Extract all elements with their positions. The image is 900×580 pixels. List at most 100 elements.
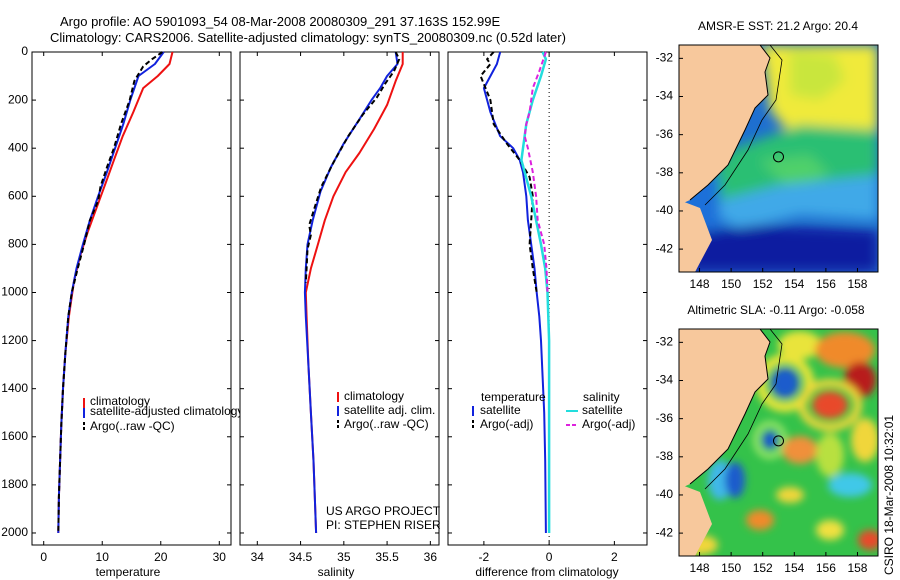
salinity-panel: 34 34.5 35 35.5 36 salinity climatology sate… (239, 51, 441, 579)
legend-label-sal-argo: Argo(-adj) (582, 417, 635, 431)
x-tick-label: 2 (611, 550, 618, 564)
x-tick-label: 35 (337, 550, 351, 564)
map-x-tick-label: 152 (753, 277, 773, 291)
sst-bathymetry-contour (704, 45, 783, 206)
temperature-xlabel: temperature (96, 565, 161, 579)
map-y-tick-label: -34 (656, 89, 674, 103)
legend-label-satellite: satellite adj. clim. (344, 403, 435, 417)
map-x-tick-label: 154 (784, 561, 804, 575)
sla-map-frame (678, 328, 879, 557)
y-tick-label: 2000 (1, 525, 28, 539)
legend-label-argo: Argo(..raw -QC) (344, 417, 429, 431)
map-y-tick-label: -32 (656, 335, 674, 349)
sst-land-mainland (679, 45, 770, 205)
sla-field (679, 329, 878, 556)
x-tick-label: 30 (213, 550, 227, 564)
figure-title-line1: Argo profile: AO 5901093_54 08-Mar-2008 … (60, 14, 501, 29)
sla-land-tasmania (679, 484, 712, 556)
series-line-satellite-adj-clim- (303, 51, 399, 534)
salinity-legend: climatology satellite adj. clim. Argo(..… (337, 389, 435, 431)
sla-map-title: Altimetric SLA: -0.11 Argo: -0.058 (687, 303, 865, 317)
map-x-tick-label: 152 (753, 561, 773, 575)
temperature-plot-area: 0 10 20 30 0 200 400 600 800 1000 1200 1400 1600 1800… (1, 44, 231, 564)
salinity-plot-area: 34 34.5 35 35.5 36 (240, 51, 439, 564)
map-y-tick-label: -32 (656, 51, 674, 65)
difference-panel: -2 0 2 difference from climatology tempera… (447, 51, 648, 579)
x-tick-label: 34 (251, 550, 265, 564)
map-y-tick-label: -42 (656, 241, 674, 255)
series-line-temperature-argo-adj- (479, 51, 538, 293)
sst-map-frame (678, 44, 879, 273)
salinity-axes-frame (239, 51, 440, 546)
legend-label-satellite: satellite-adjusted climatology (90, 404, 243, 418)
map-y-tick-label: -36 (656, 411, 674, 425)
map-y-tick-label: -42 (656, 525, 674, 539)
temperature-legend: climatology satellite-adjusted climatolo… (83, 394, 243, 433)
project-line1: US ARGO PROJECT (326, 504, 441, 518)
map-x-tick-label: 156 (816, 277, 836, 291)
sla-map-panel: Altimetric SLA: -0.11 Argo: -0.058 (656, 303, 879, 575)
map-x-tick-label: 156 (816, 561, 836, 575)
legend-label-climatology: climatology (344, 389, 404, 403)
x-tick-label: 35.5 (375, 550, 399, 564)
series-line-salinity-argo-adj- (523, 51, 549, 293)
x-tick-label: 36 (424, 550, 438, 564)
sla-coastline (689, 329, 771, 485)
credit-label: CSIRO 18-Mar-2008 10:32:01 (882, 415, 896, 575)
x-tick-label: 0 (40, 550, 47, 564)
argo-float-marker (773, 435, 784, 447)
legend-title-salinity: salinity (583, 390, 620, 404)
y-tick-label: 400 (8, 140, 28, 154)
x-tick-label: 10 (96, 550, 110, 564)
y-tick-label: 800 (8, 237, 28, 251)
x-tick-label: 20 (154, 550, 168, 564)
map-x-tick-label: 148 (690, 277, 710, 291)
map-y-tick-label: -40 (656, 487, 674, 501)
legend-label-temp-satellite: satellite (480, 403, 521, 417)
map-x-tick-label: 154 (784, 277, 804, 291)
sst-field (679, 45, 878, 272)
y-tick-label: 1600 (1, 429, 28, 443)
difference-plot-area: -2 0 2 (448, 51, 647, 564)
legend-label-climatology: climatology (90, 394, 150, 408)
argo-float-marker (773, 151, 784, 163)
y-tick-label: 1800 (1, 477, 28, 491)
y-tick-label: 200 (8, 92, 28, 106)
sst-land-tasmania (679, 200, 712, 272)
temperature-axes-frame (31, 51, 232, 546)
sst-map-panel: AMSR-E SST: 21.2 Argo: 20.4 148 150 152 154… (656, 19, 879, 291)
figure-title-line2: Climatology: CARS2006. Satellite-adjuste… (50, 30, 566, 45)
temperature-panel: 0 10 20 30 0 200 400 600 800 1000 1200 1400 1600 1800… (1, 44, 243, 579)
legend-label-argo: Argo(..raw -QC) (90, 419, 175, 433)
x-tick-label: 34.5 (289, 550, 313, 564)
salinity-xlabel: salinity (318, 565, 355, 579)
sst-coastline (689, 45, 771, 201)
legend-label-sal-satellite: satellite (582, 403, 623, 417)
map-x-tick-label: 158 (847, 277, 867, 291)
legend-title-temperature: temperature (481, 390, 546, 404)
difference-xlabel: difference from climatology (475, 565, 618, 579)
map-y-tick-label: -38 (656, 449, 674, 463)
map-y-tick-label: -38 (656, 165, 674, 179)
y-tick-label: 1200 (1, 333, 28, 347)
map-y-tick-label: -40 (656, 203, 674, 217)
series-line-temperature-satellite (482, 51, 547, 534)
map-x-tick-label: 158 (847, 561, 867, 575)
sla-map-ticks: 148 150 152 154 156 158 -32 -34 -36 -38 -40 -42 (656, 335, 868, 575)
map-y-tick-label: -36 (656, 127, 674, 141)
y-tick-label: 0 (21, 44, 28, 58)
series-line-argo-raw-qc- (57, 51, 164, 534)
map-x-tick-label: 150 (721, 277, 741, 291)
difference-legend: temperature salinity satellite Argo(-adj… (472, 390, 635, 431)
y-tick-label: 1400 (1, 381, 28, 395)
series-line-salinity-satellite (520, 51, 551, 533)
map-y-tick-label: -34 (656, 373, 674, 387)
sla-bathymetry-contour (704, 329, 783, 490)
map-x-tick-label: 148 (690, 561, 710, 575)
x-tick-label: -2 (479, 550, 490, 564)
x-tick-label: 0 (546, 550, 553, 564)
sst-map-title: AMSR-E SST: 21.2 Argo: 20.4 (698, 19, 858, 33)
y-tick-label: 1000 (1, 285, 28, 299)
sst-map-ticks: 148 150 152 154 156 158 -32 -34 -36 -38 -40 -42 (656, 51, 868, 291)
